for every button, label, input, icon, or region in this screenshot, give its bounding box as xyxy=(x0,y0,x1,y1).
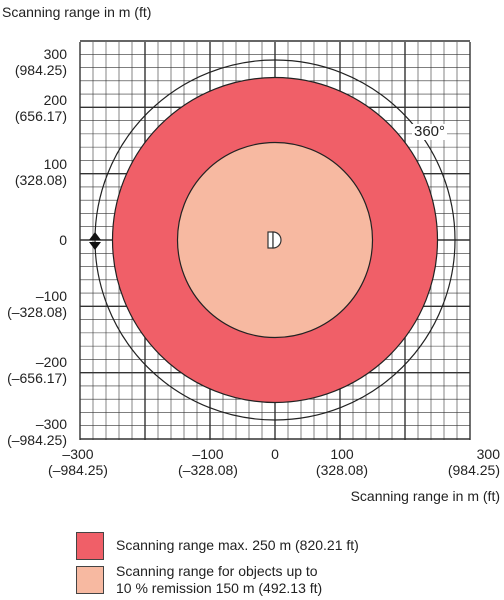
y-tick-neg300: –300 xyxy=(35,416,67,432)
y-tick-neg200: –200 xyxy=(35,354,67,370)
y-tick-300: 300 xyxy=(43,46,67,62)
x-tick-neg300-ft: (–984.25) xyxy=(48,462,108,478)
x-tick-300-ft: (984.25) xyxy=(447,462,500,478)
x-tick-neg100: –100 xyxy=(192,446,224,462)
y-tick-300-ft: (984.25) xyxy=(14,62,67,78)
x-tick-300: 300 xyxy=(476,446,500,462)
x-tick-neg100-ft: (–328.08) xyxy=(178,462,238,478)
legend-label-remission-line2: 10 % remission 150 m (492.13 ft) xyxy=(116,580,323,596)
x-axis-label: Scanning range in m (ft) xyxy=(350,488,500,504)
rotation-label: 360° xyxy=(412,123,448,140)
x-tick-0: 0 xyxy=(271,446,279,462)
y-tick-neg100: –100 xyxy=(35,288,67,304)
x-tick-neg300: –300 xyxy=(62,446,94,462)
legend-label-remission-line1: Scanning range for objects up to xyxy=(116,563,318,579)
y-tick-100: 100 xyxy=(43,156,67,172)
y-tick-neg100-ft: (–328.08) xyxy=(7,304,67,320)
legend-label-max-range: Scanning range max. 250 m (820.21 ft) xyxy=(116,537,359,553)
y-tick-0: 0 xyxy=(59,232,67,248)
x-tick-100-ft: (328.08) xyxy=(315,462,369,478)
y-tick-100-ft: (328.08) xyxy=(14,172,67,188)
rotation-arrow-icon xyxy=(89,232,101,250)
legend-swatch-max-range xyxy=(76,532,104,560)
y-tick-200: 200 xyxy=(43,92,67,108)
x-tick-100: 100 xyxy=(330,446,354,462)
y-tick-neg200-ft: (–656.17) xyxy=(7,370,67,386)
y-tick-neg300-ft: (–984.25) xyxy=(7,432,67,448)
legend-swatch-remission-range xyxy=(76,566,104,594)
sensor-icon xyxy=(267,231,282,249)
y-tick-200-ft: (656.17) xyxy=(14,108,67,124)
y-axis-label: Scanning range in m (ft) xyxy=(2,4,152,20)
